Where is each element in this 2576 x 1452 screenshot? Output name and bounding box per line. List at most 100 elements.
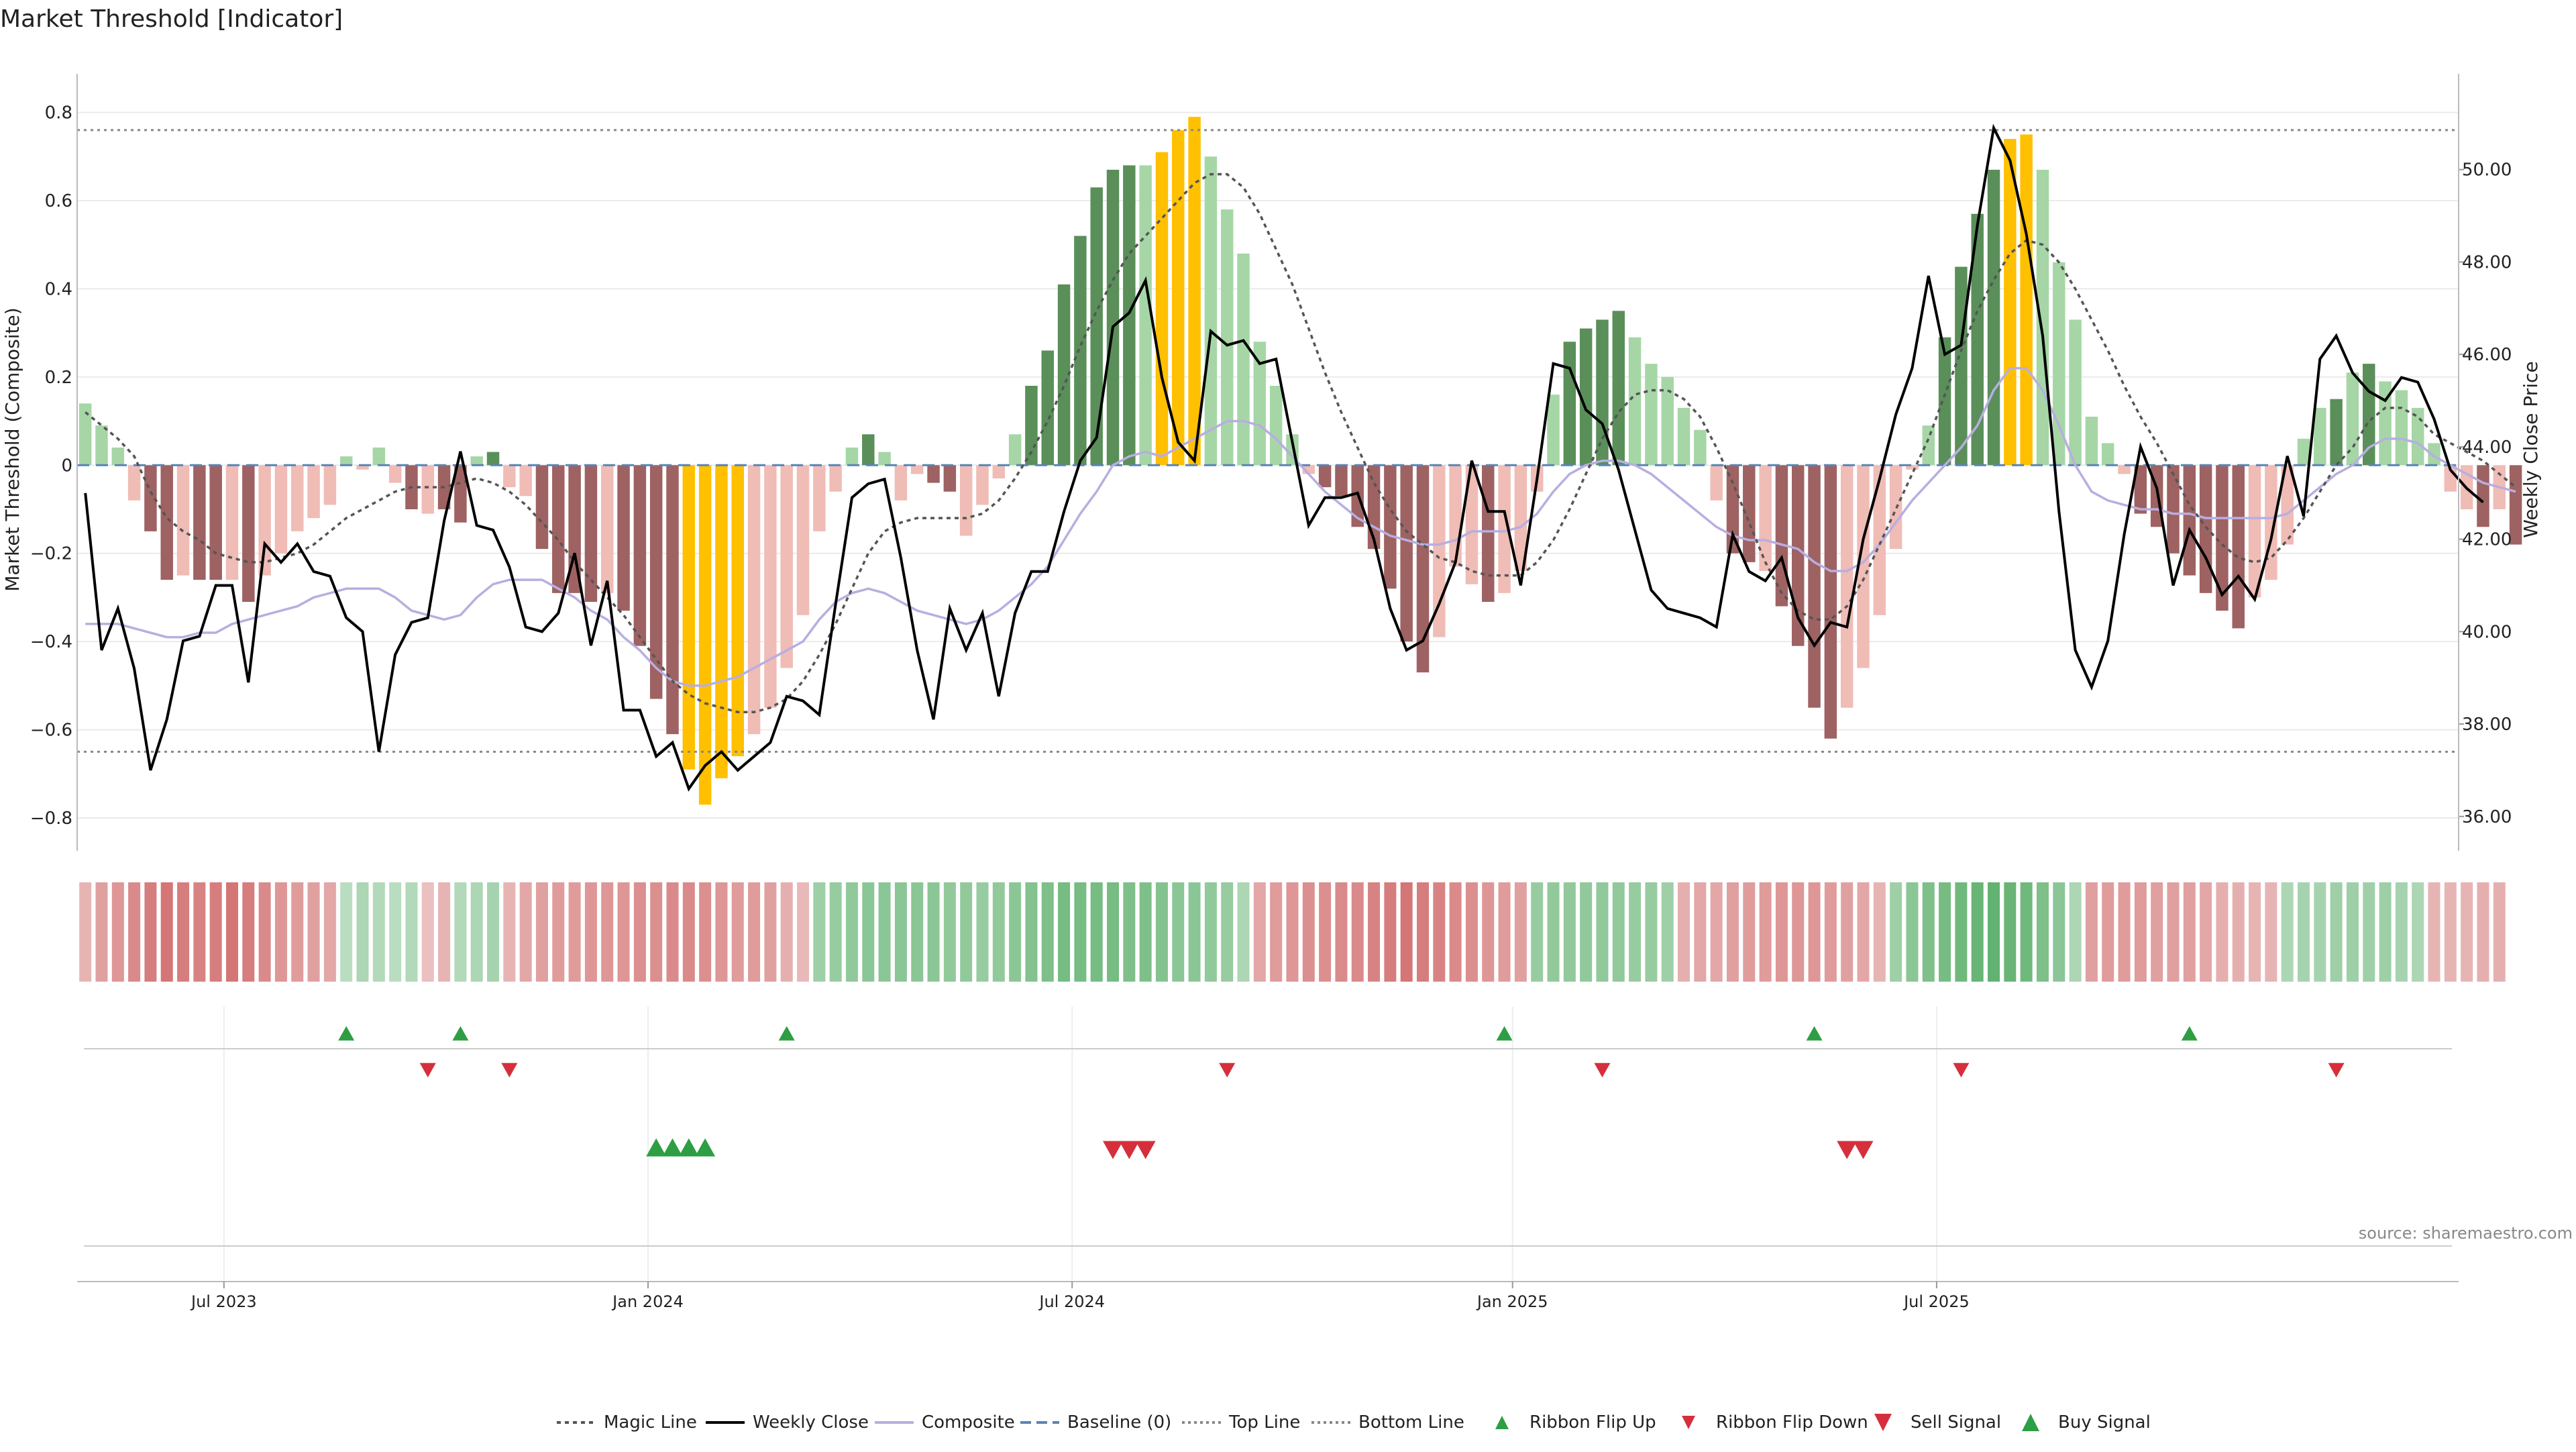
- sell-signal-marker: [1837, 1141, 1858, 1159]
- ribbon-cell: [1988, 882, 2000, 982]
- composite-bar: [519, 465, 532, 497]
- ribbon-cell: [1906, 882, 1919, 982]
- composite-bar: [976, 465, 989, 505]
- ribbon-cell: [1237, 882, 1250, 982]
- ribbon-cell: [797, 882, 810, 982]
- ribbon-cell: [1808, 882, 1821, 982]
- composite-bar: [1792, 465, 1805, 646]
- composite-bar: [764, 465, 777, 708]
- composite-bar: [2216, 465, 2229, 611]
- ribbon-cell: [2020, 882, 2033, 982]
- composite-bar: [633, 465, 647, 646]
- composite-bar: [1579, 328, 1593, 466]
- composite-bar: [731, 465, 744, 756]
- y-tick-label-right: 46.00: [2462, 345, 2512, 365]
- ribbon-cell: [2183, 882, 2196, 982]
- ribbon-cell: [1400, 882, 1413, 982]
- ribbon-cell: [389, 882, 402, 982]
- ribbon-cell: [2151, 882, 2163, 982]
- ribbon-cell: [568, 882, 581, 982]
- ribbon-cell: [2363, 882, 2375, 982]
- ribbon-cell: [2493, 882, 2506, 982]
- ribbon-cell: [1563, 882, 1576, 982]
- ribbon-cell: [1482, 882, 1495, 982]
- composite-bar: [1710, 465, 1723, 501]
- ribbon-cell: [1759, 882, 1772, 982]
- composite-bar: [943, 465, 957, 492]
- composite-bar: [1857, 465, 1870, 668]
- ribbon-cell: [1058, 882, 1071, 982]
- ribbon-cell: [1155, 882, 1168, 982]
- composite-bar: [2346, 372, 2359, 466]
- legend-item: Buy Signal: [2022, 1412, 2151, 1433]
- composite-bar: [144, 465, 157, 531]
- ribbon-flip-down-marker: [501, 1063, 518, 1078]
- ribbon-cell: [519, 882, 532, 982]
- ribbon-cell: [1841, 882, 1854, 982]
- composite-bar: [796, 465, 810, 615]
- composite-bar: [1155, 152, 1169, 466]
- ribbon-cell: [2265, 882, 2277, 982]
- ribbon-cell: [1449, 882, 1462, 982]
- composite-bar: [1808, 465, 1821, 708]
- ribbon-flip-down-marker: [419, 1063, 436, 1078]
- legend: Magic Line Weekly Close Composite Baseline …: [557, 1412, 2151, 1433]
- x-tick-label: Jul 2025: [1902, 1292, 1970, 1311]
- ribbon-cell: [1792, 882, 1805, 982]
- composite-bar: [666, 465, 679, 735]
- composite-bar: [1955, 266, 1968, 466]
- composite-bar: [160, 465, 173, 580]
- ribbon-cell: [454, 882, 467, 982]
- composite-bar: [1596, 319, 1609, 466]
- composite-bar: [829, 465, 842, 492]
- source-note: source: sharemaestro.com: [2359, 1224, 2573, 1243]
- y-tick-label-right: 50.00: [2462, 160, 2512, 180]
- signal-panels: [84, 1026, 2452, 1247]
- ribbon-cell: [2200, 882, 2212, 982]
- buy-signal-marker: [678, 1138, 699, 1157]
- composite-bar: [2232, 465, 2245, 629]
- ribbon-cell: [225, 882, 238, 982]
- ribbon-cell: [1661, 882, 1674, 982]
- legend-swatch: [1874, 1414, 1892, 1431]
- composite-bar: [845, 448, 859, 466]
- composite-bar: [2036, 170, 2049, 466]
- composite-bar: [1204, 156, 1218, 466]
- ribbon-cell: [2053, 882, 2065, 982]
- ribbon-cell: [2134, 882, 2147, 982]
- y-tick-label-right: 38.00: [2462, 715, 2512, 735]
- ribbon-cell: [242, 882, 255, 982]
- ribbon-cell: [1368, 882, 1381, 982]
- ribbon-cell: [1775, 882, 1788, 982]
- composite-bar: [1971, 213, 1984, 466]
- ribbon-flip-down-marker: [2328, 1063, 2345, 1078]
- composite-bar: [1514, 465, 1527, 571]
- ribbon-cell: [862, 882, 875, 982]
- ribbon-cell: [356, 882, 369, 982]
- composite-bar: [454, 465, 467, 523]
- composite-bar: [421, 465, 435, 514]
- ribbon-cell: [1824, 882, 1837, 982]
- composite-bar: [291, 465, 304, 531]
- composite-bar: [959, 465, 973, 536]
- composite-bar: [78, 403, 92, 466]
- sell-signal-marker: [1119, 1141, 1140, 1159]
- ribbon-cell: [601, 882, 614, 982]
- y-tick-label-left: 0.8: [45, 103, 72, 123]
- ribbon-cell: [2379, 882, 2392, 982]
- composite-bar: [1318, 465, 1332, 488]
- composite-bar: [1237, 253, 1250, 466]
- composite-bar: [2330, 399, 2343, 466]
- composite-bar: [2281, 465, 2294, 545]
- ribbon-cell: [1514, 882, 1527, 982]
- ribbon-cell: [780, 882, 793, 982]
- composite-bar: [111, 448, 125, 466]
- ribbon-cell: [438, 882, 451, 982]
- composite-bar: [209, 465, 222, 580]
- ribbon-cell: [1678, 882, 1690, 982]
- composite-bar: [780, 465, 793, 668]
- y-tick-label-left: −0.4: [30, 632, 72, 652]
- ribbon-cell: [372, 882, 385, 982]
- ribbon-cell: [976, 882, 989, 982]
- legend-item: Baseline (0): [1020, 1412, 1171, 1433]
